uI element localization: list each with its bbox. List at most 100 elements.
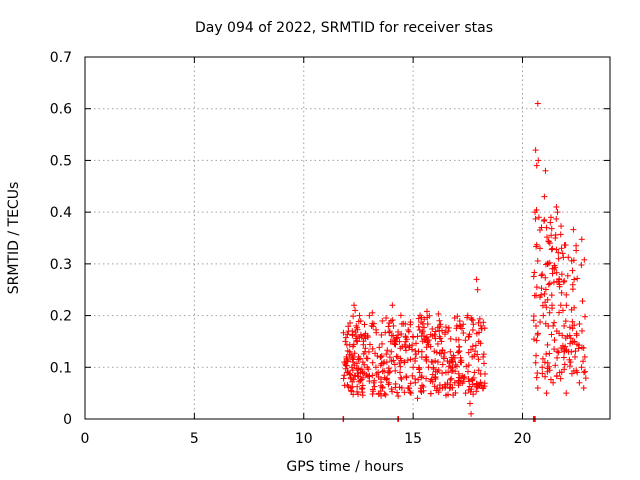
data-point	[392, 341, 399, 348]
data-point	[366, 341, 373, 348]
data-point	[473, 276, 480, 283]
data-point	[537, 319, 544, 326]
data-point	[542, 274, 549, 281]
data-point	[435, 389, 442, 396]
data-point	[546, 309, 553, 316]
data-point	[397, 363, 404, 370]
data-point	[469, 343, 476, 350]
axis-ticks: 0 0.1 0.2 0.3 0.4 0.5 0.6 0.7 0 5 10 15 20	[50, 50, 610, 447]
data-point	[558, 245, 565, 252]
data-point	[361, 361, 368, 368]
data-point	[561, 242, 568, 249]
data-point	[462, 337, 469, 344]
data-point	[373, 326, 380, 333]
data-point	[347, 371, 354, 378]
data-point	[445, 324, 452, 331]
data-point	[429, 325, 436, 332]
data-point	[452, 368, 459, 375]
data-point	[482, 370, 489, 377]
data-point	[346, 341, 353, 348]
data-point	[471, 353, 478, 360]
data-point	[402, 347, 409, 354]
data-point	[541, 217, 548, 224]
data-point	[570, 367, 577, 374]
data-point	[557, 302, 564, 309]
data-point	[464, 368, 471, 375]
data-point	[387, 368, 394, 375]
data-point	[419, 382, 426, 389]
data-point	[382, 329, 389, 336]
data-point	[469, 327, 476, 334]
data-point	[401, 389, 408, 396]
data-point	[479, 385, 486, 392]
data-point	[432, 335, 439, 342]
data-point	[452, 389, 459, 396]
data-point	[552, 264, 559, 271]
data-point	[460, 330, 467, 337]
data-point	[359, 359, 366, 366]
data-point	[397, 345, 404, 352]
data-point	[448, 375, 455, 382]
data-point	[439, 361, 446, 368]
data-point	[568, 348, 575, 355]
data-point	[354, 338, 361, 345]
data-point	[415, 315, 422, 322]
data-point	[559, 307, 566, 314]
data-point	[580, 369, 587, 376]
data-point	[353, 324, 360, 331]
data-point	[543, 390, 550, 397]
data-point	[449, 358, 456, 365]
data-point	[355, 356, 362, 363]
data-point	[533, 162, 540, 169]
data-point	[564, 272, 571, 279]
data-point	[563, 302, 570, 309]
data-point	[397, 369, 403, 376]
data-point	[471, 369, 478, 376]
data-point	[379, 368, 386, 375]
data-point	[358, 386, 365, 393]
data-point	[378, 331, 385, 338]
data-point	[474, 286, 481, 293]
data-point	[572, 353, 578, 360]
data-point	[467, 400, 473, 407]
data-point	[447, 348, 454, 355]
data-point	[415, 323, 422, 330]
data-point	[369, 320, 376, 327]
data-point	[542, 167, 549, 174]
data-point	[344, 347, 351, 354]
y-tick-label: 0.1	[50, 360, 72, 376]
data-point	[579, 298, 586, 305]
data-point	[388, 386, 395, 393]
data-point	[358, 334, 365, 341]
data-point	[544, 368, 551, 375]
data-point	[356, 378, 363, 385]
data-point	[453, 363, 460, 370]
data-point	[406, 385, 413, 392]
data-point	[558, 369, 565, 376]
data-point	[432, 357, 439, 364]
data-point	[359, 385, 366, 392]
data-point	[344, 331, 351, 338]
data-point	[560, 354, 567, 361]
data-point	[578, 262, 585, 269]
data-point	[582, 375, 589, 382]
data-point	[533, 206, 540, 213]
data-point	[533, 243, 540, 250]
data-point	[349, 359, 356, 366]
data-point	[342, 338, 349, 345]
data-point	[358, 366, 365, 373]
data-point	[534, 100, 541, 107]
data-point	[561, 361, 568, 368]
data-point	[542, 286, 549, 293]
data-point	[447, 376, 454, 383]
data-point	[431, 348, 438, 355]
data-point	[544, 359, 551, 366]
y-tick-label: 0.3	[50, 257, 72, 273]
data-point	[397, 312, 404, 319]
data-point	[573, 242, 580, 249]
data-point	[535, 214, 542, 221]
x-tick-label: 20	[514, 431, 532, 447]
data-point	[353, 333, 360, 340]
